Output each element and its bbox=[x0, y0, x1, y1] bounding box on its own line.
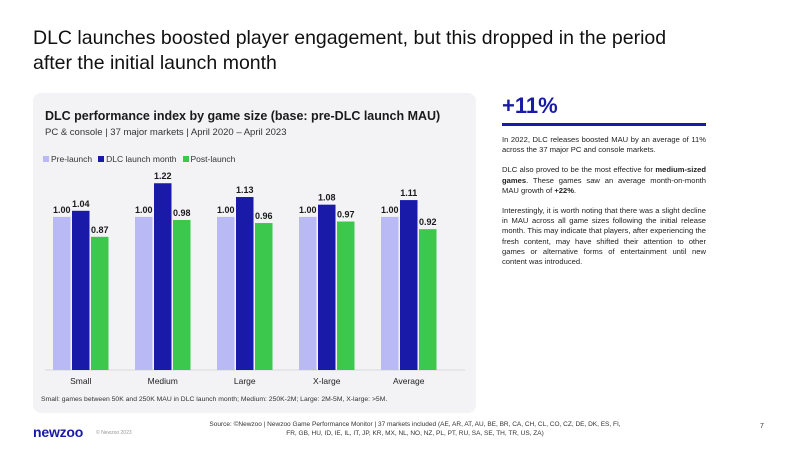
bar-medium-post-launch bbox=[173, 219, 191, 370]
category-label-x-large: X-large bbox=[313, 376, 341, 386]
commentary-paragraph-2: DLC also proved to be the most effective… bbox=[502, 165, 706, 196]
commentary: In 2022, DLC releases boosted MAU by an … bbox=[502, 135, 706, 277]
bar-average-pre-launch bbox=[381, 216, 399, 370]
source-note: Source: ©Newzoo | Newzoo Game Performanc… bbox=[209, 421, 621, 437]
data-label-small-dlc-launch-month: 1.04 bbox=[72, 199, 90, 209]
data-label-x-large-post-launch: 0.97 bbox=[337, 210, 355, 220]
legend-item-post-launch: Post-launch bbox=[182, 154, 236, 164]
copyright: © Newzoo 2023 bbox=[96, 430, 132, 436]
data-label-small-pre-launch: 1.00 bbox=[53, 205, 71, 215]
data-label-x-large-pre-launch: 1.00 bbox=[299, 205, 317, 215]
data-label-average-dlc-launch-month: 1.11 bbox=[400, 188, 417, 198]
data-label-medium-dlc-launch-month: 1.22 bbox=[154, 171, 172, 181]
commentary-p2-after: . bbox=[573, 185, 577, 195]
data-label-medium-post-launch: 0.98 bbox=[173, 208, 191, 218]
legend-item-pre-launch: Pre-launch bbox=[43, 154, 92, 164]
category-label-medium: Medium bbox=[148, 376, 178, 386]
chart-subtitle: PC & console | 37 major markets | April … bbox=[45, 127, 287, 138]
bar-average-post-launch bbox=[419, 229, 437, 370]
chart-footnote: Small: games between 50K and 250K MAU in… bbox=[41, 396, 388, 403]
bar-small-pre-launch bbox=[53, 216, 71, 370]
commentary-p2-bold-growth: +22% bbox=[554, 185, 574, 195]
kpi-underline bbox=[502, 123, 706, 126]
data-label-small-post-launch: 0.87 bbox=[91, 225, 109, 235]
bar-large-pre-launch bbox=[217, 216, 235, 370]
bar-x-large-post-launch bbox=[337, 221, 355, 370]
legend-swatch-post-launch bbox=[182, 156, 189, 162]
legend-item-dlc-launch-month: DLC launch month bbox=[98, 154, 177, 164]
bar-x-large-pre-launch bbox=[299, 216, 317, 370]
data-label-large-pre-launch: 1.00 bbox=[217, 205, 235, 215]
bar-small-post-launch bbox=[91, 236, 109, 370]
bar-large-post-launch bbox=[255, 223, 273, 370]
chart-panel: DLC performance index by game size (base… bbox=[33, 93, 476, 413]
legend-label-pre-launch: Pre-launch bbox=[51, 154, 93, 164]
legend-label-post-launch: Post-launch bbox=[190, 154, 236, 164]
category-label-large: Large bbox=[234, 376, 256, 386]
slide-title: DLC launches boosted player engagement, … bbox=[33, 27, 667, 74]
legend-swatch-dlc-launch-month bbox=[98, 156, 105, 162]
legend-swatch-pre-launch bbox=[43, 156, 49, 162]
bar-medium-dlc-launch-month bbox=[154, 183, 172, 370]
commentary-p2-before: DLC also proved to be the most effective… bbox=[502, 165, 656, 175]
kpi-value: +11% bbox=[502, 93, 558, 118]
data-label-large-post-launch: 0.96 bbox=[255, 211, 273, 221]
data-label-medium-pre-launch: 1.00 bbox=[135, 205, 153, 215]
data-label-large-dlc-launch-month: 1.13 bbox=[236, 185, 254, 195]
commentary-p2-bold-medium: medium-sized games bbox=[502, 165, 706, 185]
newzoo-logo: newzoo bbox=[33, 424, 84, 440]
commentary-paragraph-3: Interestingly, it is worth noting that t… bbox=[502, 206, 706, 267]
data-label-average-post-launch: 0.92 bbox=[419, 217, 437, 227]
chart-legend: Pre-launch DLC launch month Post-launch bbox=[43, 154, 235, 164]
bar-chart: 1.001.040.87Small1.001.220.98Medium1.001… bbox=[45, 171, 465, 386]
bar-x-large-dlc-launch-month bbox=[318, 204, 336, 370]
category-label-average: Average bbox=[393, 376, 425, 386]
data-label-x-large-dlc-launch-month: 1.08 bbox=[318, 193, 336, 203]
commentary-paragraph-1: In 2022, DLC releases boosted MAU by an … bbox=[502, 135, 706, 155]
category-label-small: Small bbox=[70, 376, 91, 386]
legend-label-dlc-launch-month: DLC launch month bbox=[106, 154, 177, 164]
bar-small-dlc-launch-month bbox=[72, 210, 90, 370]
chart-title: DLC performance index by game size (base… bbox=[45, 109, 441, 123]
commentary-p2-mid: . These games saw an average month-on-mo… bbox=[502, 175, 706, 195]
bar-medium-pre-launch bbox=[135, 216, 153, 370]
bar-large-dlc-launch-month bbox=[236, 197, 254, 370]
data-label-average-pre-launch: 1.00 bbox=[381, 205, 399, 215]
page-number: 7 bbox=[760, 423, 764, 430]
bar-average-dlc-launch-month bbox=[400, 200, 418, 370]
